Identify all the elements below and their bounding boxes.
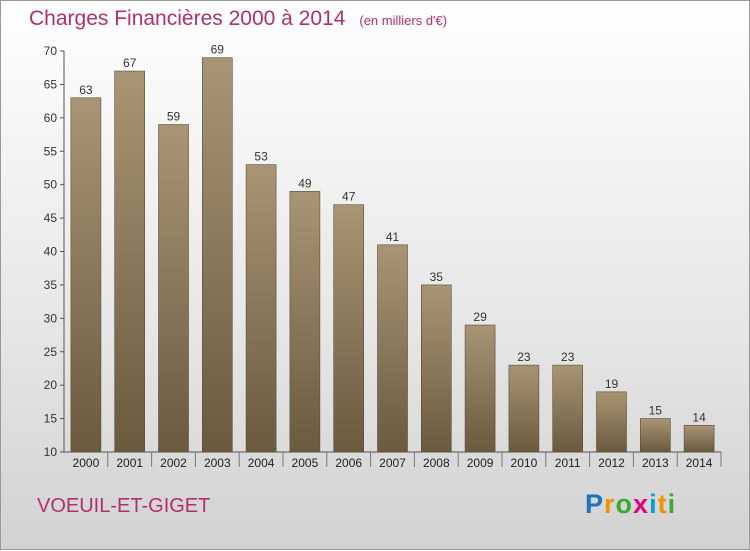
bar: [202, 57, 233, 453]
x-tick-label: 2009: [467, 456, 494, 470]
bar-value-label: 35: [430, 270, 444, 284]
bar-value-label: 69: [211, 43, 225, 57]
x-tick-label: 2010: [511, 456, 538, 470]
y-tick-label: 10: [44, 445, 58, 459]
bar-value-label: 19: [605, 377, 619, 391]
logo-letter: o: [615, 489, 634, 519]
bar: [245, 164, 277, 453]
x-tick-label: 2011: [555, 456, 581, 470]
x-tick-label: 2014: [686, 456, 713, 470]
y-tick-label: 45: [44, 211, 58, 225]
title-text: Charges Financières 2000 à 2014: [29, 7, 346, 30]
x-tick-label: 2004: [248, 456, 275, 470]
bar-value-label: 47: [342, 190, 356, 204]
proxiti-logo[interactable]: Proxiti: [585, 489, 676, 520]
logo-letter: r: [604, 489, 616, 519]
y-tick-label: 65: [44, 77, 58, 91]
bar: [683, 424, 715, 453]
bar-value-label: 63: [79, 83, 93, 97]
bar-value-label: 41: [386, 230, 400, 244]
bar: [639, 418, 671, 453]
bar: [464, 324, 496, 453]
x-tick-label: 2013: [642, 456, 669, 470]
x-tick-label: 2008: [423, 456, 450, 470]
y-tick-label: 20: [44, 378, 58, 392]
bar-value-label: 59: [167, 110, 181, 124]
bar: [114, 70, 145, 453]
bar-value-label: 29: [473, 310, 487, 324]
logo-letter: P: [585, 489, 605, 519]
x-tick-label: 2002: [160, 456, 187, 470]
bar-value-label: 15: [649, 404, 663, 418]
logo-letter: i: [649, 489, 658, 519]
bar: [420, 284, 452, 453]
y-tick-label: 55: [44, 144, 58, 158]
commune-name: VOEUIL-ET-GIGET: [37, 495, 211, 517]
x-tick-label: 2006: [335, 456, 362, 470]
y-tick-label: 40: [44, 245, 58, 259]
x-tick-label: 2003: [204, 456, 231, 470]
chart-title: Charges Financières 2000 à 2014 (en milli…: [29, 7, 447, 31]
bar-value-label: 14: [692, 410, 706, 424]
bar-value-label: 23: [517, 350, 531, 364]
y-tick-label: 25: [44, 345, 58, 359]
bar: [158, 124, 189, 453]
bar: [596, 391, 627, 453]
x-tick-label: 2012: [598, 456, 625, 470]
bar-value-label: 23: [561, 350, 575, 364]
x-tick-label: 2001: [116, 456, 143, 470]
y-tick-label: 15: [44, 412, 58, 426]
bar-value-label: 53: [254, 150, 268, 164]
bar-value-label: 67: [123, 56, 137, 70]
bar-value-label: 49: [298, 176, 312, 190]
y-tick-label: 70: [44, 44, 58, 58]
y-tick-label: 50: [44, 178, 58, 192]
bar: [552, 364, 584, 453]
y-tick-label: 35: [44, 278, 58, 292]
y-tick-label: 30: [44, 311, 58, 325]
x-tick-label: 2000: [73, 456, 100, 470]
logo-letter: i: [667, 489, 677, 519]
bar: [508, 364, 540, 453]
logo-letter: t: [657, 489, 668, 519]
bar: [289, 191, 321, 453]
logo-letter: x: [633, 489, 650, 519]
chart-bars: 63 67 59 69 53 49 47 41 35 29 23 23 19 15 14: [70, 43, 715, 453]
bar: [333, 204, 365, 453]
bar: [377, 244, 408, 453]
title-unit: (en milliers d'€): [359, 13, 448, 28]
bar: [70, 97, 102, 453]
y-tick-label: 60: [44, 111, 58, 125]
x-tick-label: 2007: [379, 456, 406, 470]
x-tick-label: 2005: [292, 456, 319, 470]
